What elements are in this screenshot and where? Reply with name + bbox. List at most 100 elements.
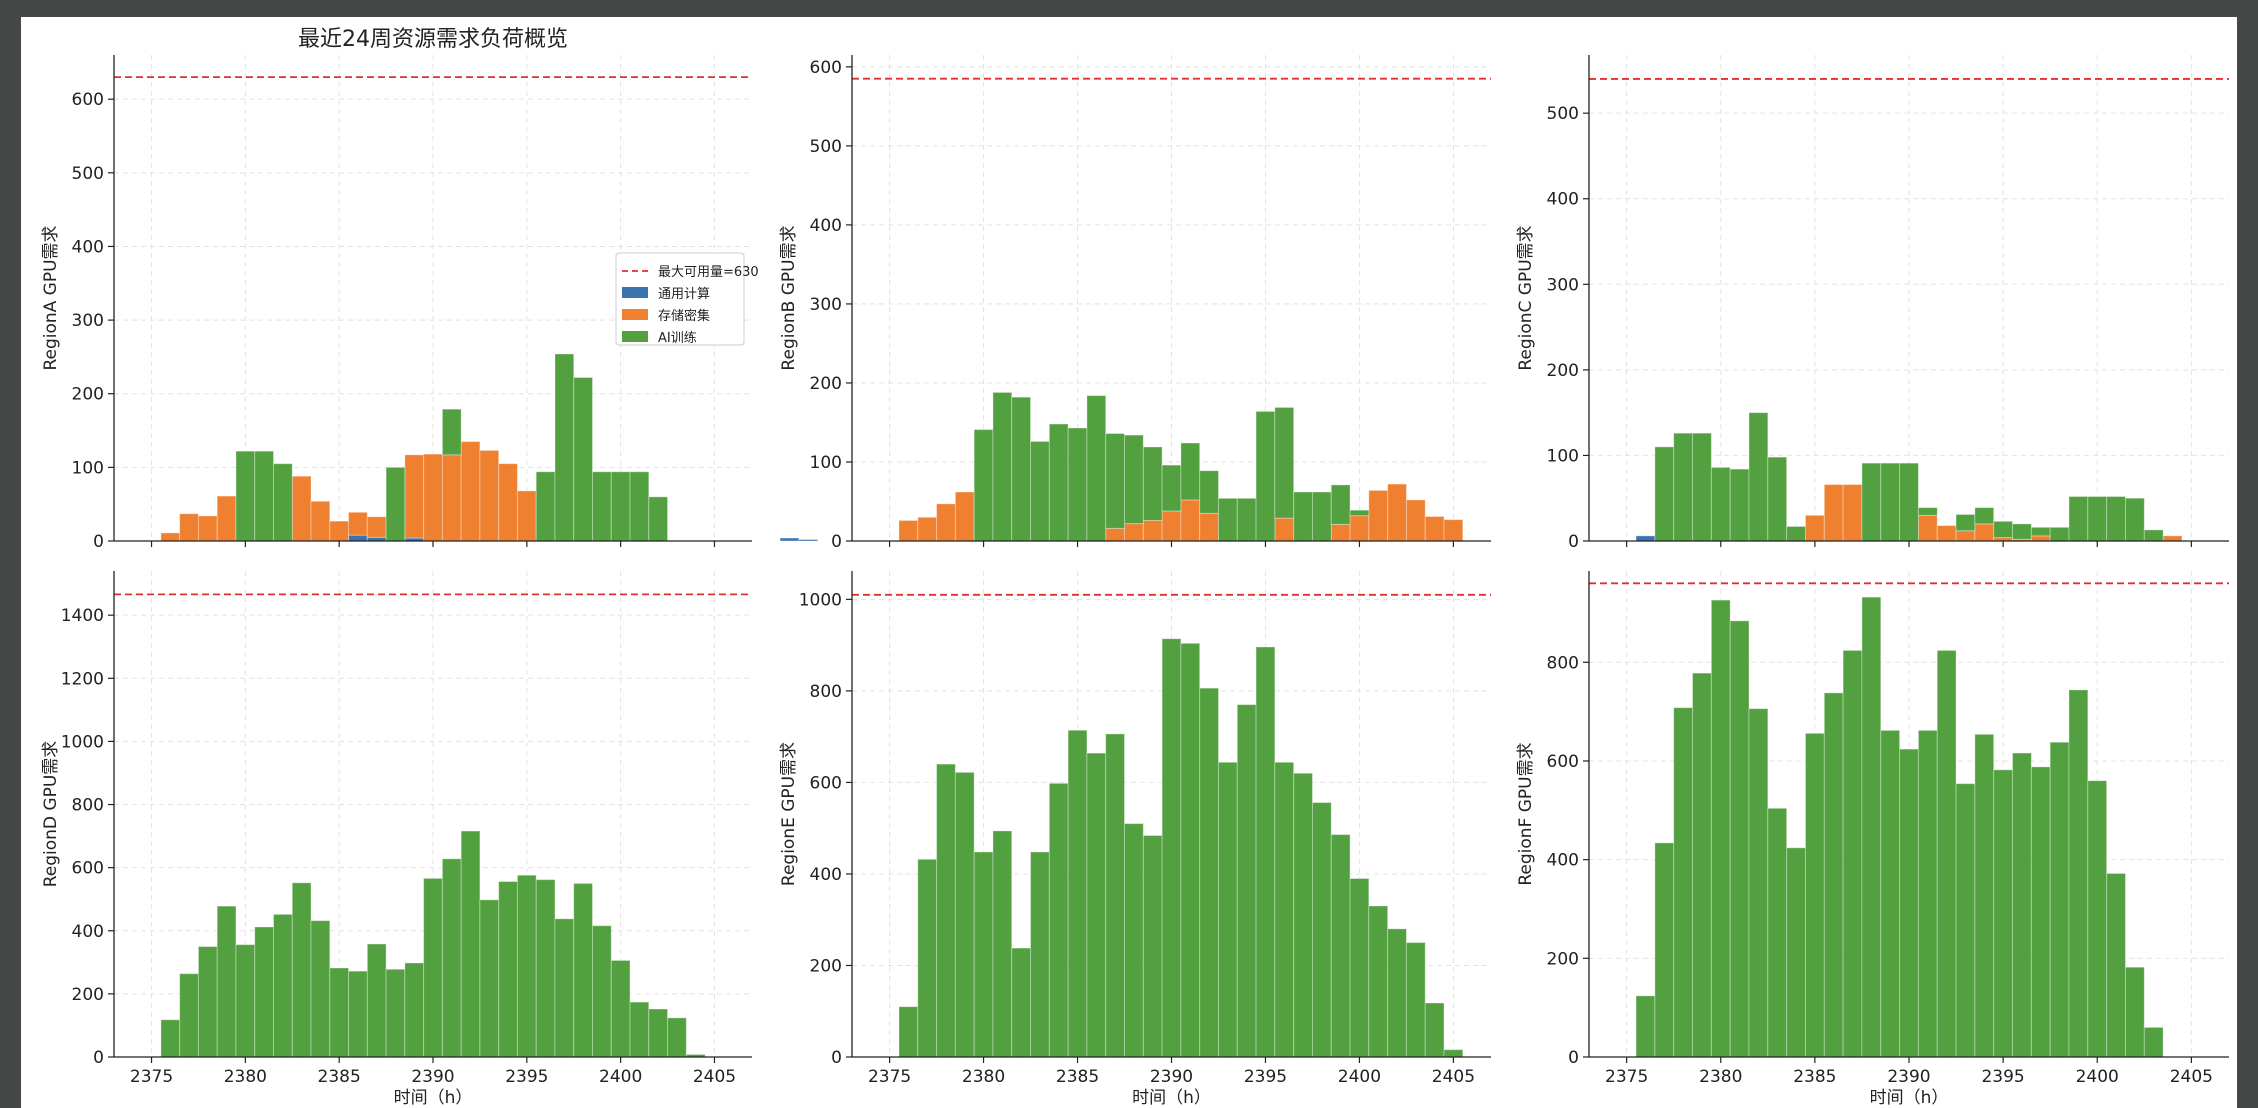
bar [1030,440,1050,542]
x-tick-label: 2375 [868,1067,911,1087]
y-axis-label: RegionF GPU需求 [1516,742,1536,885]
bar [1293,491,1313,542]
bar [479,899,500,1058]
bar [348,534,368,542]
x-axis-label: 时间（h） [1870,1088,1949,1108]
bar [1710,599,1731,1058]
bar [366,943,387,1058]
bar [1180,642,1201,1058]
bar [798,539,819,542]
bar [197,515,218,542]
bar [1405,942,1426,1058]
x-tick-label: 2380 [224,1067,267,1087]
legend-label: 通用计算 [658,287,710,302]
x-tick-label: 2390 [1150,1067,1193,1087]
bar [1443,519,1464,542]
bar [898,1006,919,1058]
bar [1255,646,1276,1058]
bar [1124,523,1144,542]
y-tick-label: 100 [810,453,842,473]
y-axis-label: RegionA GPU需求 [41,225,61,370]
bar [1048,782,1069,1058]
y-tick-label: 600 [1547,752,1579,772]
bar [1293,772,1313,1058]
bar [310,500,331,542]
bar [216,495,237,542]
x-tick-label: 2405 [1432,1067,1475,1087]
bar [1880,729,1901,1058]
bar [385,466,406,542]
bar [1692,672,1712,1058]
y-tick-label: 0 [93,532,104,552]
bar [291,475,312,542]
bar [592,925,612,1058]
legend-swatch [622,309,648,320]
bar [1710,466,1731,542]
legend-box [615,252,745,346]
bar [348,511,368,536]
y-tick-label: 800 [810,682,842,702]
series-存储密集 [160,441,537,542]
series-AI训练 [898,638,1464,1058]
bar [1786,525,1806,542]
bar [2087,780,2108,1058]
bar [1124,823,1144,1058]
y-tick-label: 200 [810,956,842,976]
bar [1067,729,1088,1058]
bar [310,920,331,1058]
bar [936,763,956,1058]
bar [1199,687,1219,1058]
bar [2030,526,2051,537]
bar [1274,517,1295,542]
bar [1635,995,1656,1058]
bar [610,471,631,542]
bar [992,391,1013,542]
bar [2143,1026,2164,1058]
bar [629,1001,650,1058]
bar [366,516,387,538]
bar [2049,741,2070,1058]
y-tick-label: 100 [72,458,104,478]
y-tick-label: 500 [72,164,104,184]
bar [1748,412,1769,542]
bar [329,520,350,542]
bar [954,771,975,1058]
y-tick-label: 0 [1568,532,1579,552]
bar [1917,729,1938,1058]
y-tick-label: 500 [810,137,842,157]
bar [273,463,293,542]
bar [1899,748,1919,1058]
series-AI训练 [1635,596,2164,1058]
legend-label: AI训练 [658,331,697,346]
y-tick-label: 1000 [799,590,842,610]
y-tick-label: 400 [810,865,842,885]
bar [1330,523,1351,542]
bar [1217,497,1238,542]
bar [1974,507,1995,525]
bar [1180,499,1201,542]
chart-panel-4: 0 200 400 600 800 1000 1200 1400 2375 2380 2385 239… [41,571,752,1108]
y-tick-label: 400 [72,922,104,942]
bar [1349,509,1370,517]
bar [554,353,575,542]
bar [917,516,938,542]
bar [1673,432,1694,542]
bar [2030,535,2051,542]
bar [385,968,406,1058]
bar [535,471,556,542]
bar [1917,507,1938,516]
bar [610,959,631,1058]
bar [1993,769,2014,1058]
bar [1105,433,1126,529]
bar [1124,434,1144,525]
bar [516,874,537,1058]
bar [1823,484,1844,542]
bar [573,882,593,1058]
bar [779,537,800,542]
bar [629,471,650,542]
y-tick-label: 200 [72,985,104,1005]
bar [1067,427,1088,542]
bar [1823,692,1844,1058]
bar [573,377,593,542]
bar [441,858,462,1058]
